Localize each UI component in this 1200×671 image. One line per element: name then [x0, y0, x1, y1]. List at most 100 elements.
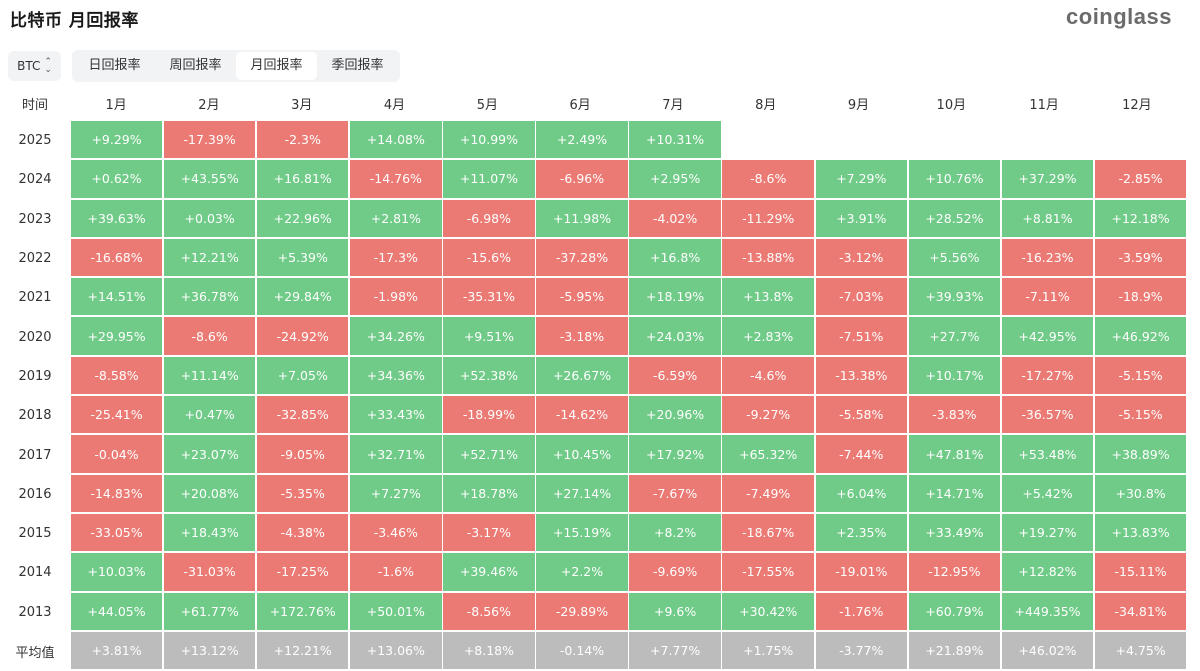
return-cell: +10.45%: [536, 435, 628, 473]
return-cell: -2.3%: [256, 121, 349, 159]
return-cell: +50.01%: [350, 592, 442, 630]
return-cell: -5.15%: [1094, 356, 1187, 395]
row-year: 2025: [18, 133, 52, 149]
return-cell: +28.52%: [908, 199, 1001, 237]
return-cell: +13.8%: [722, 278, 814, 316]
return-cell: -17.39%: [163, 121, 256, 159]
tab-daily-return[interactable]: 日回报率: [88, 58, 141, 73]
return-cell: +16.81%: [256, 160, 349, 198]
return-cell: +172.76%: [256, 592, 349, 630]
return-cell: -0.04%: [70, 435, 163, 473]
table-row: 2015 -33.05% +18.43% -4.38% -3.46% -3.17% +15.…: [0, 513, 1187, 553]
return-cell: -25.41%: [70, 396, 163, 434]
return-cell: +5.56%: [908, 238, 1001, 277]
return-cell: +34.26%: [350, 317, 442, 355]
return-cell: +11.14%: [163, 356, 256, 395]
return-cell: +52.38%: [443, 356, 535, 395]
return-cell: +8.18%: [443, 631, 535, 670]
coin-selector-value: BTC: [17, 59, 41, 73]
coinglass-logo: coinglass: [1066, 4, 1172, 29]
header-month: 1月: [105, 97, 127, 113]
return-cell: +18.78%: [443, 474, 535, 512]
return-cell: +43.55%: [163, 160, 256, 198]
tab-quarterly-return[interactable]: 季回报率: [331, 58, 384, 73]
empty-cell: [909, 121, 1001, 158]
return-cell: -16.68%: [70, 238, 163, 277]
return-cell: +3.91%: [815, 199, 908, 237]
return-cell: +2.83%: [722, 317, 814, 355]
row-year: 2014: [18, 565, 52, 581]
row-year: 2015: [18, 526, 52, 542]
return-cell: +2.2%: [536, 553, 628, 591]
return-cell: -7.51%: [815, 317, 908, 355]
return-cell: +13.12%: [163, 631, 256, 670]
table-row: 2024 +0.62% +43.55% +16.81% -14.76% +11.07% -6…: [0, 160, 1187, 199]
return-cell: +449.35%: [1001, 592, 1094, 630]
return-cell: +10.03%: [70, 553, 163, 591]
return-cell: +0.62%: [70, 160, 163, 198]
average-row: 平均值 +3.81% +13.12% +12.21% +13.06% +8.18% -0.1…: [0, 631, 1187, 671]
return-cell: -5.58%: [815, 396, 908, 434]
return-cell: +14.71%: [908, 474, 1001, 512]
header-month: 11月: [1029, 97, 1059, 113]
return-cell: -3.59%: [1094, 238, 1187, 277]
table-row: 2016 -14.83% +20.08% -5.35% +7.27% +18.78% +27…: [0, 474, 1187, 514]
return-cell: +18.43%: [163, 513, 256, 552]
return-cell: +24.03%: [629, 317, 721, 355]
return-cell: +9.51%: [443, 317, 535, 355]
return-cell: +32.71%: [350, 435, 442, 473]
return-cell: -18.67%: [722, 513, 814, 552]
tab-weekly-return[interactable]: 周回报率: [169, 58, 222, 73]
return-cell: +12.21%: [256, 631, 349, 670]
return-cell: -4.38%: [256, 513, 349, 552]
return-cell: -5.35%: [256, 474, 349, 512]
row-year: 2019: [18, 368, 52, 384]
return-cell: +33.43%: [350, 396, 442, 434]
return-cell: -17.27%: [1001, 356, 1094, 395]
return-cell: -9.05%: [256, 435, 349, 473]
return-cell: +29.95%: [70, 317, 163, 355]
return-cell: +4.75%: [1094, 631, 1187, 670]
return-cell: +6.04%: [815, 474, 908, 512]
return-cell: -4.02%: [629, 199, 721, 237]
return-cell: -24.92%: [256, 317, 349, 355]
header-month: 6月: [569, 97, 591, 113]
return-cell: +65.32%: [722, 435, 814, 473]
header-month: 4月: [383, 97, 406, 113]
return-cell: +5.42%: [1001, 474, 1094, 512]
return-cell: +12.82%: [1001, 553, 1094, 591]
return-cell: +61.77%: [163, 592, 256, 630]
return-cell: +11.07%: [443, 160, 535, 198]
return-cell: -6.96%: [536, 160, 628, 198]
return-cell: -11.29%: [722, 199, 814, 237]
return-cell: -3.46%: [350, 513, 442, 552]
return-cell: -17.25%: [256, 553, 349, 591]
return-cell: +47.81%: [908, 435, 1001, 473]
table-row: 2013 +44.05% +61.77% +172.76% +50.01% -8.56% -…: [0, 592, 1187, 632]
return-cell: +44.05%: [70, 592, 163, 630]
return-cell: +2.81%: [350, 199, 442, 237]
table-header-row: 时间 1月 2月 3月 4月 5月 6月 7月 8月 9月 10月 11月 12月: [0, 88, 1187, 118]
return-cell: -9.69%: [629, 553, 721, 591]
return-cell: +37.29%: [1001, 160, 1094, 198]
header-month: 2月: [198, 97, 220, 113]
header-time: 时间: [21, 97, 48, 113]
return-cell: +38.89%: [1094, 435, 1187, 473]
return-cell: -12.95%: [908, 553, 1001, 591]
return-cell: +11.98%: [536, 199, 628, 237]
return-cell: -17.3%: [350, 238, 442, 277]
header-month: 3月: [291, 97, 313, 113]
return-cell: +26.67%: [536, 356, 628, 395]
return-cell: +52.71%: [443, 435, 535, 473]
return-cell: +7.77%: [629, 631, 721, 670]
row-year: 2013: [18, 604, 52, 620]
returns-table: 时间 1月 2月 3月 4月 5月 6月 7月 8月 9月 10月 11月 12月 2025 +9.29% -…: [0, 88, 1187, 671]
header-month: 8月: [755, 97, 777, 113]
return-cell: -7.11%: [1001, 278, 1094, 316]
return-cell: +20.96%: [629, 396, 721, 434]
return-cell: +34.36%: [350, 356, 442, 395]
tab-monthly-return[interactable]: 月回报率: [236, 52, 317, 80]
return-cell: -1.98%: [350, 278, 442, 316]
return-cell: -33.05%: [70, 513, 163, 552]
coin-selector[interactable]: BTC ⌃ ⌄: [8, 51, 61, 81]
